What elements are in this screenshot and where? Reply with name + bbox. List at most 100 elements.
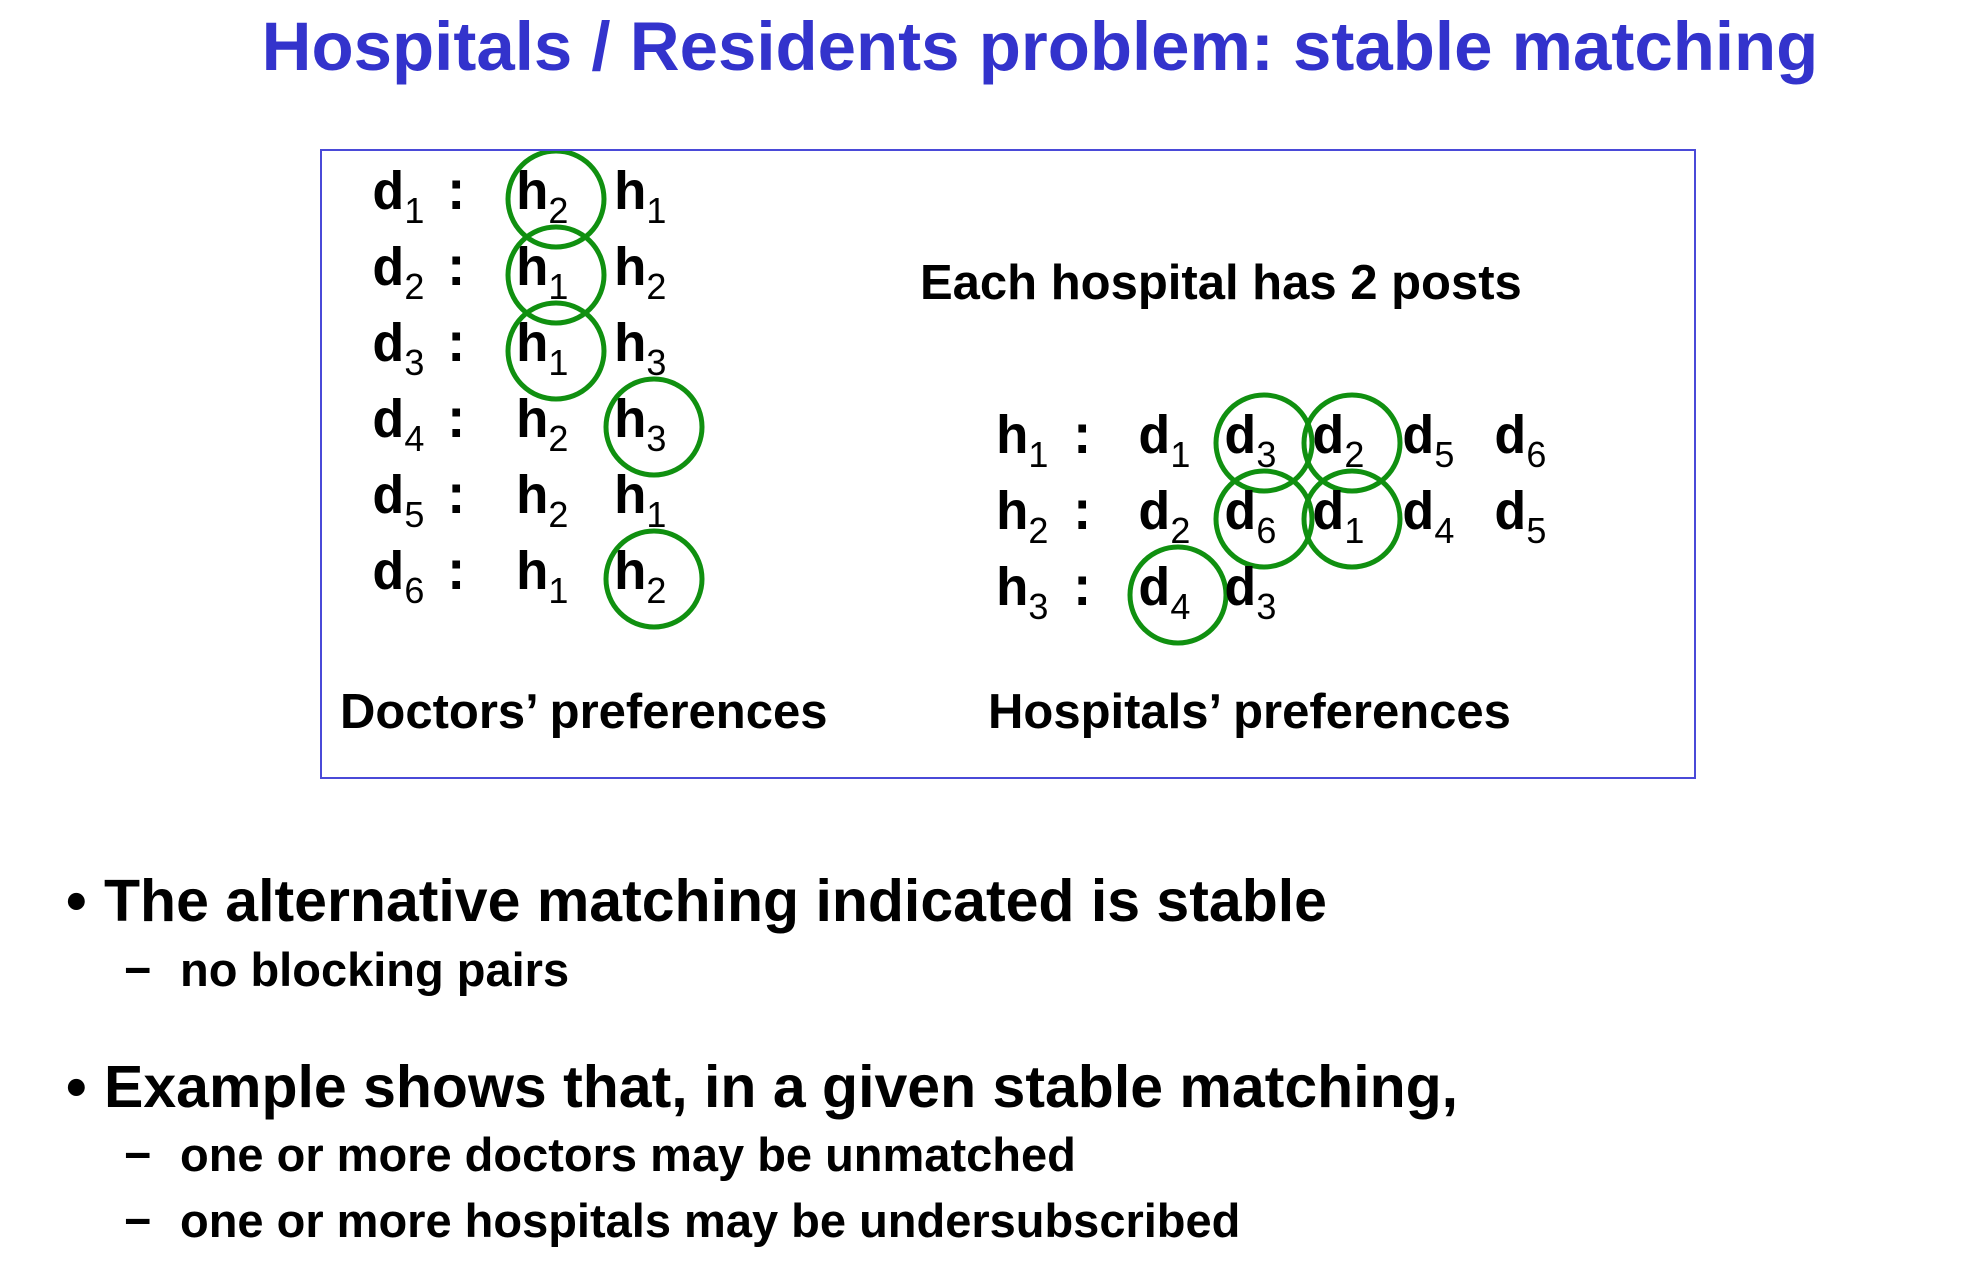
hospital-pref-item-letter: d <box>1494 485 1526 546</box>
doctor-name: d1 <box>372 165 424 231</box>
doctor-pref-item-letter: h <box>614 317 646 378</box>
sub-bullet-marker: − <box>124 1194 152 1247</box>
hospital-pref-item: d1 <box>1138 409 1190 475</box>
doctor-row: d4: h2 h3 <box>372 376 705 478</box>
doctor-pref-item: h1 <box>516 545 568 611</box>
separator-colon: : <box>440 165 472 226</box>
doctor-pref-item-letter: h <box>614 393 646 454</box>
doctor-name: d4 <box>372 393 424 459</box>
doctor-name-subscript: 2 <box>404 266 424 307</box>
hospital-pref-item-subscript: 4 <box>1434 510 1454 551</box>
bullet-2-sub-1-text: one or more doctors may be unmatched <box>180 1128 1076 1181</box>
hospital-pref-item-subscript: 6 <box>1526 434 1546 475</box>
doctor-pref-item-subscript: 1 <box>548 342 568 383</box>
match-circle <box>1301 468 1403 570</box>
hospital-pref-item-subscript: 6 <box>1256 510 1276 551</box>
match-circle <box>1213 468 1315 570</box>
hospital-pref-item-letter: d <box>1138 561 1170 622</box>
hospital-pref-item-letter: d <box>1402 409 1434 470</box>
doctor-pref-item-subscript: 2 <box>646 266 666 307</box>
separator-colon: : <box>440 317 472 378</box>
doctor-row: d2: h1 h2 <box>372 224 666 326</box>
doctor-pref-item-subscript: 3 <box>646 418 666 459</box>
doctor-pref-item: h2 <box>516 469 568 535</box>
bullet-marker: • <box>66 1054 87 1120</box>
doctor-row: d5: h2 h1 <box>372 469 666 535</box>
bullet-2-sub-1: − one or more doctors may be unmatched <box>124 1127 1076 1183</box>
hospital-pref-item-subscript: 3 <box>1256 434 1276 475</box>
hospital-name-letter: h <box>996 409 1028 470</box>
doctor-pref-item-letter: h <box>516 469 548 530</box>
doctor-name-letter: d <box>372 241 404 302</box>
doctor-pref-item-letter: h <box>614 241 646 302</box>
doctor-pref-item-letter: h <box>516 241 548 302</box>
hospital-row: h2: d2 d6 d1 d4 d5 <box>996 468 1546 570</box>
hospital-row: h1: d1 d3 d2 d5 d6 <box>996 392 1546 494</box>
match-circle <box>505 151 607 250</box>
doctor-pref-item: h2 <box>614 241 666 307</box>
doctor-name-letter: d <box>372 317 404 378</box>
doctor-pref-item-letter: h <box>614 469 646 530</box>
doctor-pref-item: h1 <box>516 317 568 383</box>
doctor-pref-item: h1 <box>614 469 666 535</box>
hospital-pref-item: d1 <box>1312 485 1364 551</box>
separator-colon: : <box>440 545 472 606</box>
hospital-pref-item-letter: d <box>1312 485 1344 546</box>
doctor-name: d6 <box>372 545 424 611</box>
hospital-pref-item-subscript: 5 <box>1526 510 1546 551</box>
hospital-pref-item-letter: d <box>1312 409 1344 470</box>
bullet-1: • The alternative matching indicated is s… <box>66 866 1327 936</box>
doctor-name-subscript: 6 <box>404 570 424 611</box>
doctor-name-subscript: 3 <box>404 342 424 383</box>
doctor-name-subscript: 1 <box>404 190 424 231</box>
hospital-pref-item-subscript: 1 <box>1344 510 1364 551</box>
doctor-name-letter: d <box>372 393 404 454</box>
match-circle <box>603 528 705 630</box>
match-circle <box>505 224 607 326</box>
hospital-name-letter: h <box>996 485 1028 546</box>
hospital-pref-item: d6 <box>1494 409 1546 475</box>
doctor-pref-item-subscript: 2 <box>548 190 568 231</box>
doctor-pref-item-letter: h <box>516 165 548 226</box>
bullet-1-sub-1-text: no blocking pairs <box>180 943 570 996</box>
doctor-pref-item-subscript: 2 <box>646 570 666 611</box>
doctor-name-subscript: 4 <box>404 418 424 459</box>
doctor-pref-item-subscript: 1 <box>646 494 666 535</box>
hospital-pref-item-letter: d <box>1224 561 1256 622</box>
hospital-pref-item-subscript: 3 <box>1256 586 1276 627</box>
doctor-pref-item-subscript: 3 <box>646 342 666 383</box>
hospital-pref-item-subscript: 1 <box>1170 434 1190 475</box>
match-circle <box>1127 544 1229 646</box>
doctor-pref-item-letter: h <box>516 545 548 606</box>
hospital-pref-item-letter: d <box>1402 485 1434 546</box>
bullet-2-text: Example shows that, in a given stable ma… <box>104 1054 1459 1120</box>
bullet-2-sub-2-text: one or more hospitals may be undersubscr… <box>180 1194 1241 1247</box>
doctor-pref-item-subscript: 1 <box>548 266 568 307</box>
doctor-pref-item-letter: h <box>516 393 548 454</box>
hospital-pref-item: d5 <box>1402 409 1454 475</box>
hospital-pref-item: d4 <box>1402 485 1454 551</box>
doctor-name: d3 <box>372 317 424 383</box>
match-circle <box>1301 392 1403 494</box>
hospital-name: h3 <box>996 561 1048 627</box>
bullet-1-text: The alternative matching indicated is st… <box>104 868 1327 934</box>
match-circle <box>1213 392 1315 494</box>
doctor-name: d2 <box>372 241 424 307</box>
preferences-box: d1: h2 h1 d2: h1 h2 d3: h1 h3 d4: h2 h3 d5: h2 h1 d6: h1… <box>320 149 1696 779</box>
hospital-name: h1 <box>996 409 1048 475</box>
hospital-pref-item-letter: d <box>1224 485 1256 546</box>
hospital-pref-item: d2 <box>1312 409 1364 475</box>
hospital-row: h3: d4 d3 <box>996 544 1276 646</box>
slide-title: Hospitals / Residents problem: stable ma… <box>261 8 1819 85</box>
hospital-name-subscript: 1 <box>1028 434 1048 475</box>
bullet-1-sub-1: − no blocking pairs <box>124 942 569 998</box>
doctor-pref-item: h1 <box>516 241 568 307</box>
hospital-pref-item-subscript: 2 <box>1344 434 1364 475</box>
doctor-name-letter: d <box>372 545 404 606</box>
hospital-name-subscript: 2 <box>1028 510 1048 551</box>
sub-bullet-marker: − <box>124 943 152 996</box>
doctor-row: d6: h1 h 2 <box>372 528 705 630</box>
bullet-2-sub-2: − one or more hospitals may be undersubsc… <box>124 1193 1240 1249</box>
doctor-pref-item: h2 <box>516 165 568 231</box>
